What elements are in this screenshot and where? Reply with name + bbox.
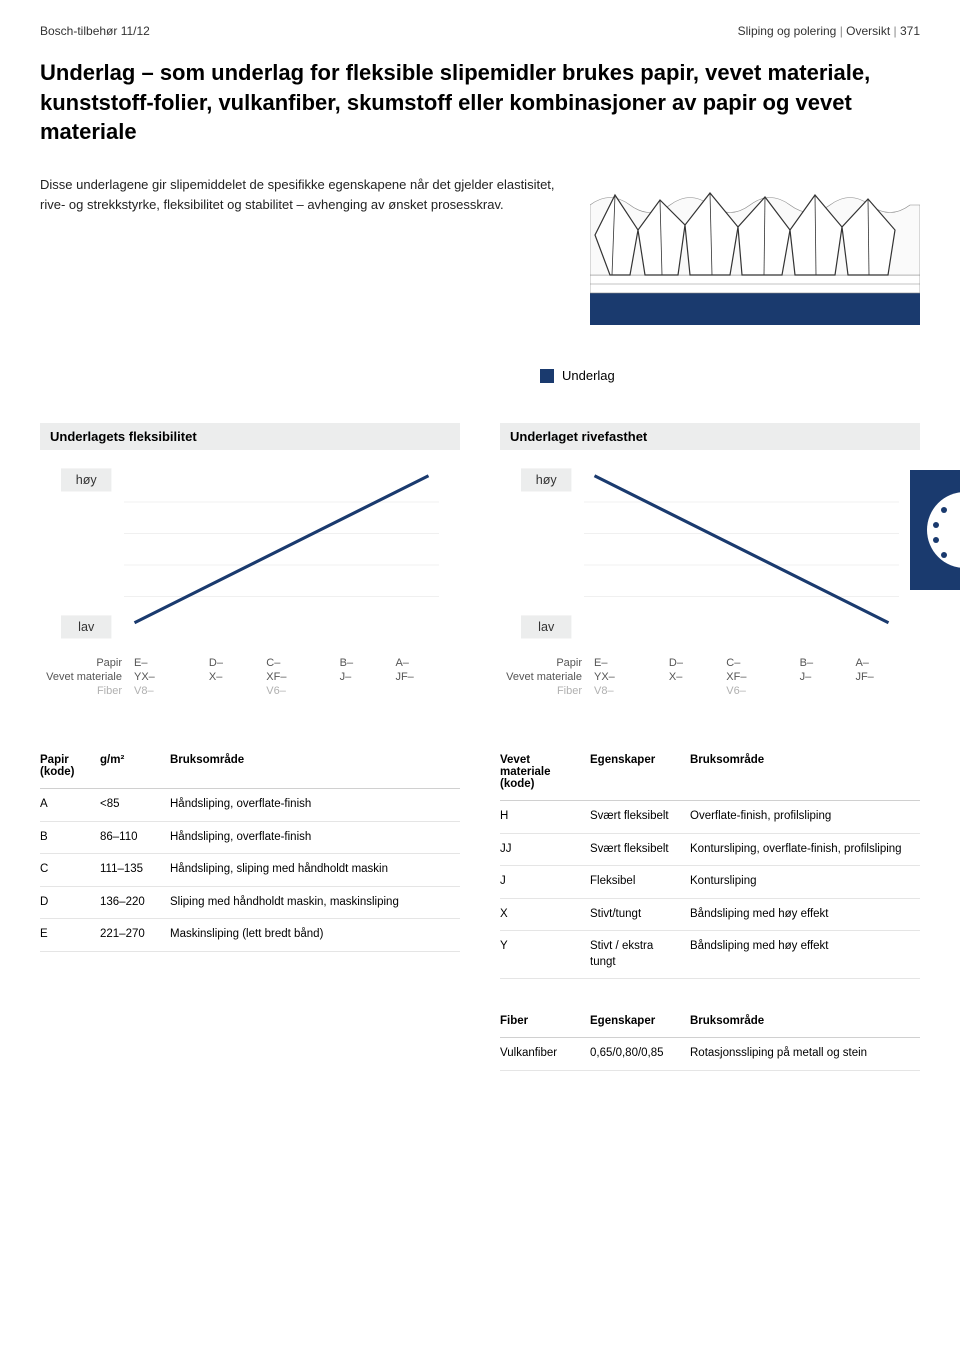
table-header: Egenskaper [590, 748, 690, 801]
svg-text:høy: høy [536, 473, 558, 487]
legend-swatch-icon [540, 369, 554, 383]
svg-text:lav: lav [538, 620, 555, 634]
tear-chart-title: Underlaget rivefasthet [500, 423, 920, 450]
table-row: C111–135Håndsliping, sliping med håndhol… [40, 854, 460, 887]
svg-text:høy: høy [76, 473, 98, 487]
legend-label: Underlag [562, 368, 615, 383]
woven-code-table: Vevet materiale (kode) Egenskaper Brukso… [500, 748, 920, 979]
header-left: Bosch-tilbehør 11/12 [40, 24, 150, 38]
svg-text:lav: lav [78, 620, 95, 634]
table-row: JJSvært fleksibeltKontursliping, overfla… [500, 833, 920, 866]
abrasive-cross-section-diagram [590, 175, 920, 328]
table-row: E221–270Maskinsliping (lett bredt bånd) [40, 919, 460, 952]
table-header: g/m² [100, 748, 170, 789]
flexibility-chart-title: Underlagets fleksibilitet [40, 423, 460, 450]
flexibility-chart: Underlagets fleksibilitet høy lav PapirE… [40, 423, 460, 698]
table-row: Vulkanfiber0,65/0,80/0,85Rotasjonsslipin… [500, 1038, 920, 1071]
page-header: Bosch-tilbehør 11/12 Sliping og polering… [40, 24, 920, 38]
table-row: YStivt / ekstra tungtBåndsliping med høy… [500, 931, 920, 979]
table-header: Vevet materiale (kode) [500, 748, 590, 801]
side-tab-icon [910, 470, 960, 590]
intro-paragraph: Disse underlagene gir slipemiddelet de s… [40, 175, 562, 214]
legend: Underlag [540, 368, 920, 383]
table-header: Egenskaper [590, 1009, 690, 1038]
table-row: A<85Håndsliping, overflate-finish [40, 789, 460, 822]
table-header: Papir (kode) [40, 748, 100, 789]
fiber-table: Fiber Egenskaper Bruksområde Vulkanfiber… [500, 1009, 920, 1071]
page-title: Underlag – som underlag for fleksible sl… [40, 58, 920, 147]
tear-axis-labels: PapirE–D–C–B–A– Vevet materialeYX–X–XF–J… [500, 656, 920, 698]
table-header: Bruksområde [690, 748, 920, 801]
table-row: D136–220Sliping med håndholdt maskin, ma… [40, 886, 460, 919]
flexibility-axis-labels: PapirE–D–C–B–A– Vevet materialeYX–X–XF–J… [40, 656, 460, 698]
paper-code-table: Papir (kode) g/m² Bruksområde A<85Håndsl… [40, 748, 460, 952]
header-right: Sliping og polering | Oversikt | 371 [738, 24, 920, 38]
table-header: Fiber [500, 1009, 590, 1038]
table-header: Bruksområde [170, 748, 460, 789]
table-row: HSvært fleksibeltOverflate-finish, profi… [500, 801, 920, 834]
table-row: XStivt/tungtBåndsliping med høy effekt [500, 898, 920, 931]
table-row: B86–110Håndsliping, overflate-finish [40, 821, 460, 854]
tear-chart: Underlaget rivefasthet høy lav PapirE–D–… [500, 423, 920, 698]
table-header: Bruksområde [690, 1009, 920, 1038]
table-row: JFleksibelKontursliping [500, 866, 920, 899]
